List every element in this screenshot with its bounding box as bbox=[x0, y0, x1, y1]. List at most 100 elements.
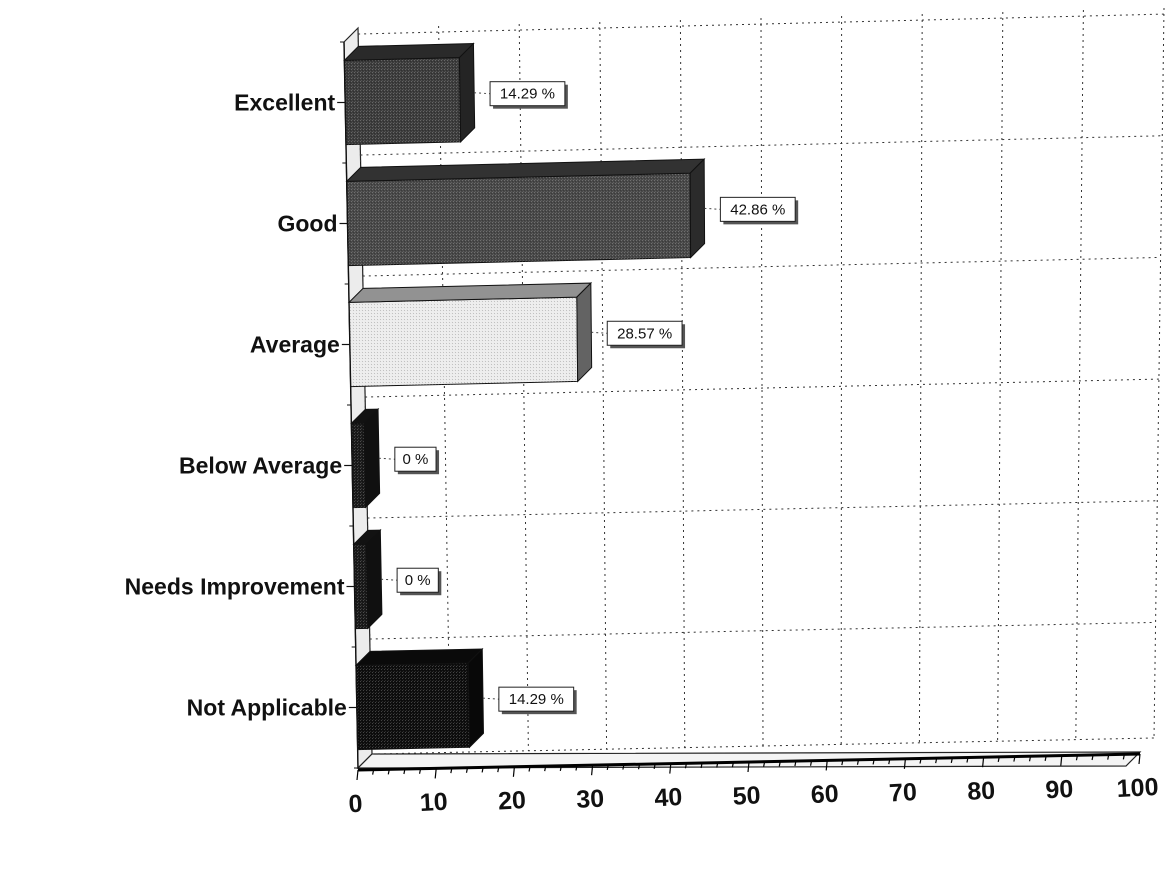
bar-side bbox=[467, 647, 484, 749]
bar-texture bbox=[346, 173, 691, 266]
x-minor-tick bbox=[575, 765, 578, 771]
x-minor-tick bbox=[982, 757, 985, 768]
x-minor-tick bbox=[794, 760, 797, 767]
x-minor-tick bbox=[356, 769, 359, 781]
data-label-average: 28.57 % bbox=[617, 325, 672, 342]
category-label-needs-improvement: Needs Improvement bbox=[125, 574, 345, 600]
x-minor-tick bbox=[669, 763, 672, 774]
x-minor-tick bbox=[465, 767, 469, 773]
gridline-x-2 bbox=[518, 23, 529, 751]
x-minor-tick bbox=[700, 762, 703, 769]
x-tick-label-30: 30 bbox=[576, 785, 605, 814]
x-minor-tick bbox=[559, 765, 562, 771]
data-label-needs-improvement: 0 % bbox=[405, 572, 431, 589]
x-minor-tick bbox=[528, 766, 531, 772]
data-label-not-applicable: 14.29 % bbox=[509, 691, 564, 708]
gridline-x-0 bbox=[357, 27, 373, 755]
x-minor-tick bbox=[653, 763, 656, 770]
x-tick-label-80: 80 bbox=[967, 777, 996, 806]
x-minor-tick bbox=[684, 763, 688, 769]
category-label-average: Average bbox=[250, 332, 340, 358]
data-label-bg bbox=[394, 446, 437, 472]
bar-top bbox=[354, 648, 484, 666]
x-minor-tick bbox=[372, 769, 375, 775]
x-minor-tick bbox=[1013, 756, 1016, 762]
x-minor-tick bbox=[919, 758, 922, 764]
x-minor-tick bbox=[591, 765, 594, 776]
gridline-x-10 bbox=[1153, 7, 1165, 739]
x-minor-tick bbox=[809, 760, 813, 766]
bar-texture bbox=[353, 544, 368, 629]
x-minor-tick bbox=[1075, 755, 1079, 761]
x-minor-tick bbox=[731, 762, 734, 768]
x-minor-tick bbox=[1122, 754, 1125, 760]
x-tick-label-10: 10 bbox=[419, 788, 448, 817]
x-minor-tick bbox=[450, 767, 453, 774]
x-tick-label-70: 70 bbox=[888, 778, 917, 807]
x-minor-tick bbox=[778, 761, 781, 767]
gridline-x-4 bbox=[679, 19, 686, 748]
x-minor-tick bbox=[872, 759, 875, 765]
data-label-box: 0 % bbox=[394, 446, 440, 475]
x-tick-label-40: 40 bbox=[654, 783, 683, 812]
data-label-box: 14.29 % bbox=[489, 81, 568, 109]
x-tick-label-90: 90 bbox=[1045, 775, 1074, 804]
data-label-box: 0 % bbox=[396, 567, 442, 596]
x-tick-label-20: 20 bbox=[497, 786, 526, 815]
x-minor-tick bbox=[637, 764, 641, 770]
gridline-y-0 bbox=[358, 13, 1164, 35]
data-label-leader bbox=[381, 578, 398, 581]
gridline-x-9 bbox=[1075, 9, 1084, 740]
x-minor-tick bbox=[1044, 755, 1047, 762]
x-minor-tick bbox=[1091, 754, 1094, 761]
x-minor-tick bbox=[481, 767, 484, 773]
data-label-bg bbox=[606, 320, 683, 346]
x-minor-tick bbox=[903, 758, 906, 769]
data-label-bg bbox=[489, 81, 566, 107]
x-tick-label-50: 50 bbox=[732, 781, 761, 810]
x-minor-tick bbox=[950, 757, 953, 763]
data-label-excellent: 14.29 % bbox=[500, 86, 555, 103]
category-label-good: Good bbox=[277, 211, 337, 237]
data-label-below-average: 0 % bbox=[403, 451, 429, 468]
bar-good bbox=[345, 157, 706, 267]
x-minor-tick bbox=[544, 766, 547, 772]
bar-average bbox=[347, 281, 593, 388]
data-label-box: 14.29 % bbox=[498, 686, 577, 715]
x-minor-tick bbox=[841, 759, 844, 766]
x-minor-tick bbox=[747, 761, 750, 773]
gridline-y-4 bbox=[367, 500, 1158, 519]
x-tick-label-60: 60 bbox=[810, 780, 839, 809]
data-label-leader bbox=[704, 207, 721, 210]
x-minor-tick bbox=[1060, 755, 1063, 766]
bar-not-applicable bbox=[354, 647, 484, 751]
bar-side bbox=[365, 528, 383, 630]
gridline-y-5 bbox=[369, 621, 1156, 640]
axes: Excellent Good Average Below Average Needs I… bbox=[125, 41, 1159, 819]
x-minor-tick bbox=[1028, 756, 1032, 762]
bar-side bbox=[458, 42, 476, 144]
gridline-x-8 bbox=[997, 11, 1004, 742]
x-minor-tick bbox=[716, 762, 719, 768]
gridline-x-5 bbox=[760, 17, 764, 747]
gridline-y-6 bbox=[371, 737, 1155, 755]
data-label-good: 42.86 % bbox=[730, 201, 785, 218]
bar-texture bbox=[349, 297, 578, 387]
data-label-leader bbox=[474, 92, 491, 95]
gridline-x-7 bbox=[918, 13, 923, 743]
gridline-x-1 bbox=[438, 25, 451, 753]
bar-texture bbox=[351, 423, 366, 508]
category-label-below-average: Below Average bbox=[179, 453, 342, 479]
x-tick-label-100: 100 bbox=[1116, 773, 1159, 803]
x-minor-tick bbox=[434, 768, 437, 779]
x-minor-tick bbox=[606, 764, 609, 770]
x-minor-tick bbox=[512, 766, 515, 777]
gridlines bbox=[357, 7, 1165, 755]
x-tick-label-0: 0 bbox=[348, 790, 363, 819]
data-label-box: 28.57 % bbox=[606, 320, 686, 349]
x-minor-tick bbox=[997, 756, 1000, 762]
y-axis-line bbox=[343, 41, 359, 769]
data-label-leader bbox=[378, 457, 395, 460]
